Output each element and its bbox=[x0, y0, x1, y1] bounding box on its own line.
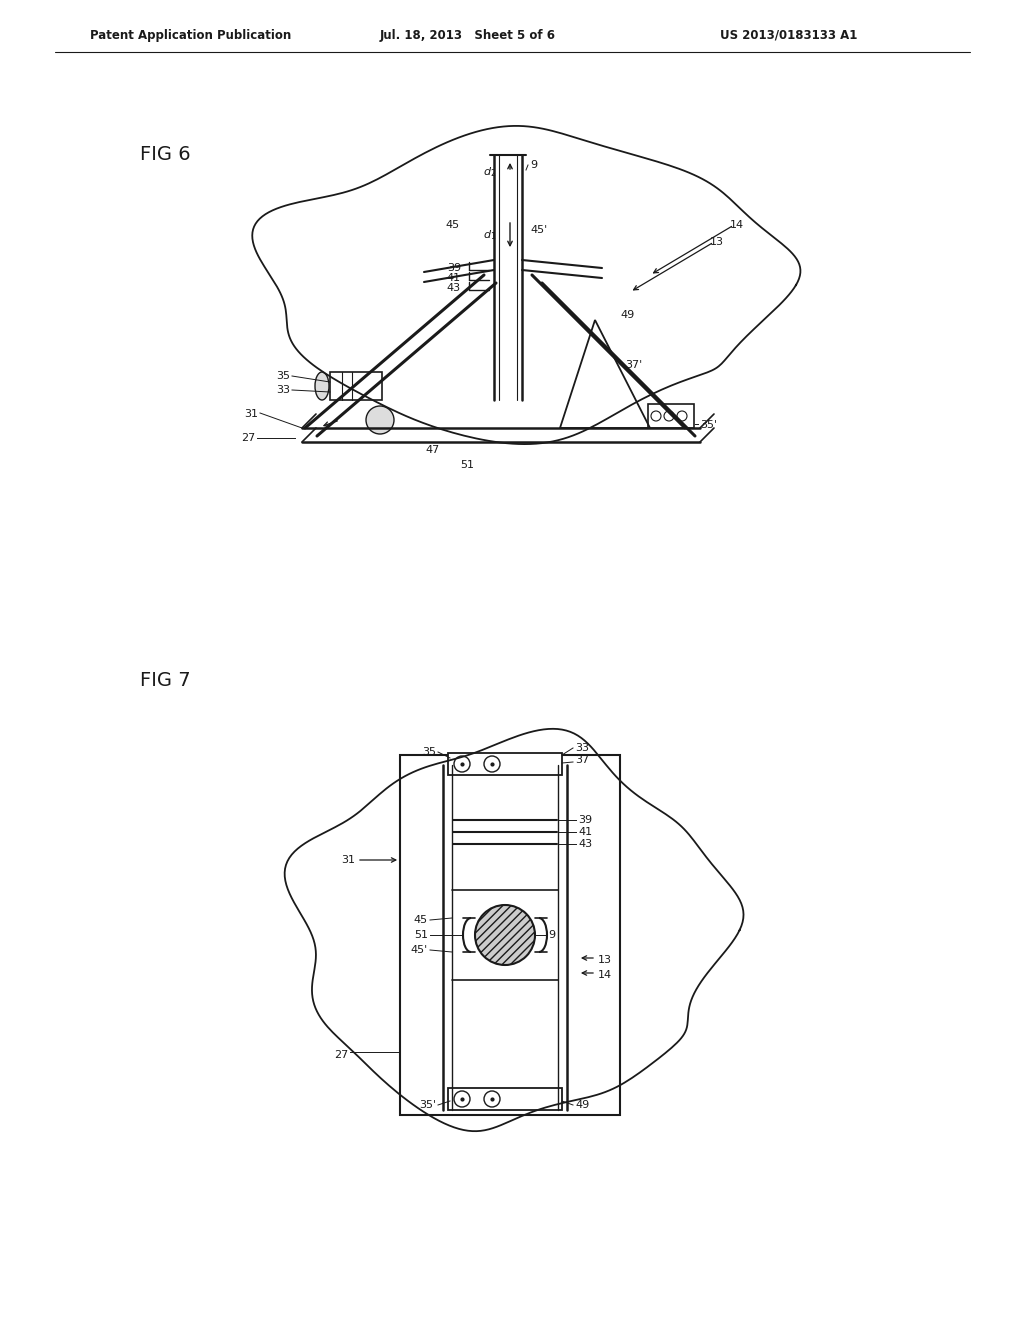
Circle shape bbox=[651, 411, 662, 421]
Bar bbox=[400, 755, 620, 1115]
Text: 35': 35' bbox=[419, 1100, 436, 1110]
Text: 31: 31 bbox=[341, 855, 355, 865]
Text: US 2013/0183133 A1: US 2013/0183133 A1 bbox=[720, 29, 857, 41]
Text: 39: 39 bbox=[446, 263, 461, 273]
Text: 33: 33 bbox=[276, 385, 290, 395]
Circle shape bbox=[475, 906, 535, 965]
Text: 49: 49 bbox=[620, 310, 634, 319]
Text: 35': 35' bbox=[700, 420, 717, 430]
Text: 31: 31 bbox=[244, 409, 258, 418]
Text: 43: 43 bbox=[446, 282, 461, 293]
Text: 14: 14 bbox=[730, 220, 744, 230]
Text: 9: 9 bbox=[530, 160, 538, 170]
Text: 14: 14 bbox=[598, 970, 612, 979]
Text: 41: 41 bbox=[446, 273, 461, 282]
Text: 49: 49 bbox=[575, 1100, 589, 1110]
Bar bbox=[648, 404, 694, 428]
Text: 45: 45 bbox=[414, 915, 428, 925]
Text: 45: 45 bbox=[445, 220, 460, 230]
Text: FIG 7: FIG 7 bbox=[140, 671, 190, 689]
Text: 39: 39 bbox=[578, 814, 592, 825]
Ellipse shape bbox=[315, 372, 329, 400]
Text: 43: 43 bbox=[578, 840, 592, 849]
Text: 35: 35 bbox=[276, 371, 290, 381]
Text: 33: 33 bbox=[575, 743, 589, 752]
Text: 47: 47 bbox=[425, 445, 439, 455]
Text: 9: 9 bbox=[548, 931, 555, 940]
Text: 37: 37 bbox=[575, 755, 589, 766]
Circle shape bbox=[484, 756, 500, 772]
Text: 37': 37' bbox=[625, 360, 642, 370]
Text: 51: 51 bbox=[460, 459, 474, 470]
Circle shape bbox=[664, 411, 674, 421]
Text: Jul. 18, 2013   Sheet 5 of 6: Jul. 18, 2013 Sheet 5 of 6 bbox=[380, 29, 556, 41]
Bar bbox=[449, 1088, 562, 1110]
Circle shape bbox=[454, 756, 470, 772]
Text: 45': 45' bbox=[411, 945, 428, 954]
Text: 27: 27 bbox=[334, 1049, 348, 1060]
Text: 51: 51 bbox=[414, 931, 428, 940]
Bar bbox=[449, 752, 562, 775]
Text: 27: 27 bbox=[241, 433, 255, 444]
Text: $d_1$: $d_1$ bbox=[482, 228, 496, 242]
Bar bbox=[330, 372, 382, 400]
Circle shape bbox=[454, 1092, 470, 1107]
Text: 35: 35 bbox=[422, 747, 436, 756]
Circle shape bbox=[484, 1092, 500, 1107]
Text: 13: 13 bbox=[710, 238, 724, 247]
Text: 45': 45' bbox=[530, 224, 547, 235]
Circle shape bbox=[677, 411, 687, 421]
Text: FIG 6: FIG 6 bbox=[140, 145, 190, 165]
Text: $d_2$: $d_2$ bbox=[482, 165, 496, 180]
Text: 13: 13 bbox=[598, 954, 612, 965]
Circle shape bbox=[366, 407, 394, 434]
Text: 41: 41 bbox=[578, 828, 592, 837]
Text: Patent Application Publication: Patent Application Publication bbox=[90, 29, 291, 41]
